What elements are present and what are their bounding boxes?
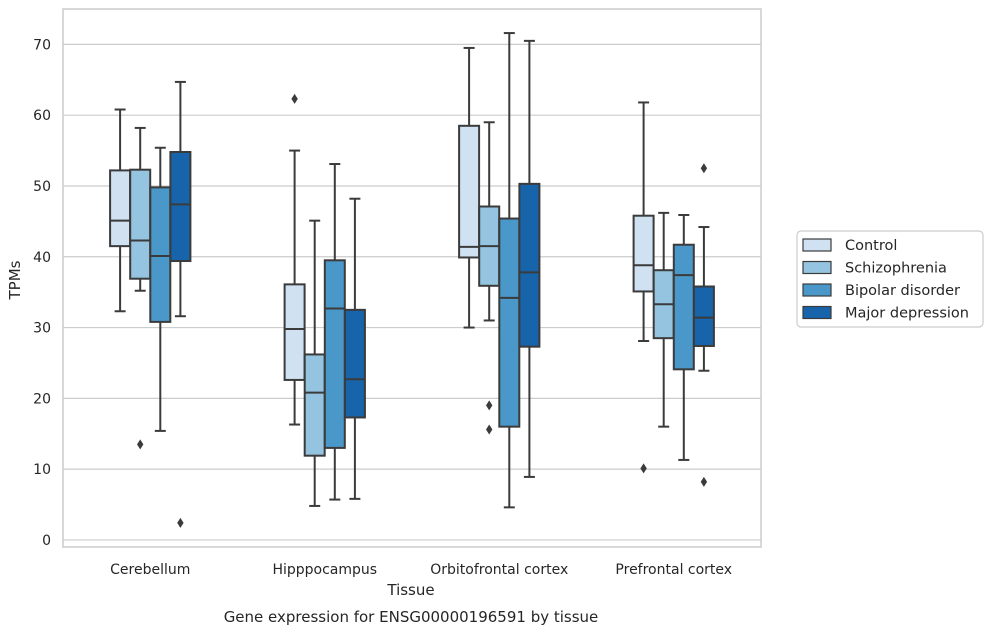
outlier-point xyxy=(137,439,144,450)
box-0-3 xyxy=(632,101,655,474)
box-series-group xyxy=(109,32,715,528)
box-body xyxy=(169,150,192,263)
box-body xyxy=(323,259,346,449)
box-body xyxy=(692,285,715,347)
legend-swatch xyxy=(802,283,832,297)
box-body xyxy=(109,169,132,248)
box-0-0 xyxy=(109,108,132,313)
y-tick-label: 10 xyxy=(33,462,51,478)
box-body xyxy=(303,353,326,457)
box-body xyxy=(149,186,172,323)
x-tick-label: Hipppocampus xyxy=(272,562,377,578)
box-body xyxy=(518,182,541,348)
legend-label: Major depression xyxy=(845,306,969,322)
y-tick-label: 60 xyxy=(33,108,51,124)
outlier-point xyxy=(486,400,493,411)
box-body xyxy=(129,168,152,280)
box-0-2 xyxy=(458,46,481,329)
outlier-point xyxy=(177,517,184,528)
box-2-2 xyxy=(498,32,521,509)
box-1-3 xyxy=(652,211,675,428)
y-tick-label: 20 xyxy=(33,391,51,407)
box-1-1 xyxy=(303,219,326,507)
legend-label: Bipolar disorder xyxy=(845,283,960,299)
legend-label: Control xyxy=(845,238,897,254)
legend-swatch xyxy=(802,260,832,275)
y-tick-label: 70 xyxy=(33,37,51,53)
box-body xyxy=(283,283,306,381)
box-body xyxy=(458,124,481,259)
x-tick-label: Orbitofrontal cortex xyxy=(430,562,568,578)
y-tick-label: 30 xyxy=(33,321,51,337)
legend-label: Schizophrenia xyxy=(845,261,947,277)
box-body xyxy=(672,243,695,371)
y-tick-label: 40 xyxy=(33,250,51,266)
box-1-0 xyxy=(129,126,152,450)
x-axis-label: Tissue xyxy=(386,581,434,599)
box-body xyxy=(632,214,655,293)
legend-swatch xyxy=(802,305,832,320)
outlier-point xyxy=(486,424,493,435)
legend: Control Schizophrenia Bipolar disorder Majo… xyxy=(796,230,984,328)
box-3-3 xyxy=(692,163,715,487)
y-tick-label: 0 xyxy=(42,533,51,549)
y-tick-label: 50 xyxy=(33,179,51,195)
y-gridlines xyxy=(63,43,761,541)
outlier-point xyxy=(700,476,708,487)
chart-caption: Gene expression for ENSG00000196591 by t… xyxy=(224,608,599,626)
x-axis-ticks: Cerebellum Hipppocampus Orbitofrontal cort… xyxy=(110,562,732,578)
box-3-1 xyxy=(343,197,366,500)
x-tick-label: Prefrontal cortex xyxy=(615,562,732,578)
box-body xyxy=(498,217,521,428)
box-0-1 xyxy=(283,93,306,426)
legend-swatch xyxy=(802,238,832,252)
plot-frame xyxy=(62,8,762,548)
box-3-0 xyxy=(169,80,192,528)
y-axis-label: TPMs xyxy=(6,260,24,300)
box-3-2 xyxy=(518,39,541,478)
box-body xyxy=(343,308,366,419)
legend-frame xyxy=(796,230,984,328)
y-axis-ticks: 0 10 20 30 40 50 60 70 xyxy=(33,37,51,549)
outlier-point xyxy=(291,93,298,104)
outlier-point xyxy=(640,463,647,474)
x-tick-label: Cerebellum xyxy=(110,562,190,578)
outlier-point xyxy=(700,163,708,174)
box-1-2 xyxy=(478,121,501,435)
